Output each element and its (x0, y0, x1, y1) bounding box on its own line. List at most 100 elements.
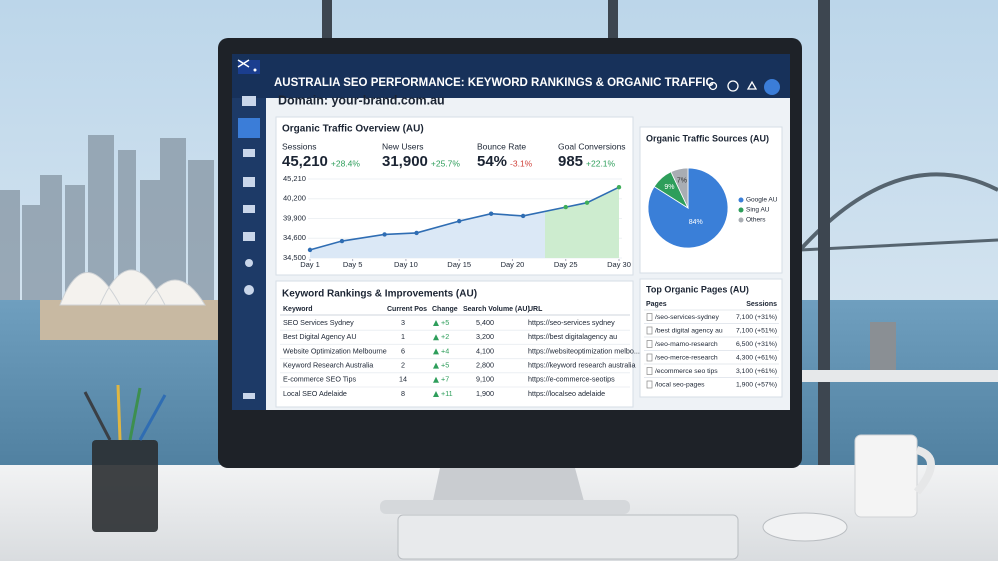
metric-label: Goal Conversions (558, 141, 626, 151)
table-cell: 1 (401, 332, 405, 341)
table-header: Pages (646, 301, 667, 308)
table-cell: 8 (401, 389, 405, 398)
table-cell: 3 (401, 318, 405, 327)
metric-value: 985 (558, 153, 583, 170)
table-cell: +5 (441, 318, 449, 327)
table-header: Change (432, 306, 458, 313)
header-bar (232, 54, 790, 98)
metric-change: -3.1% (510, 158, 533, 168)
data-point (488, 211, 494, 216)
page-sessions: 7,100 (+51%) (736, 327, 777, 334)
up-arrow (433, 391, 439, 397)
y-axis-label: 40,200 (283, 194, 306, 203)
metric-value: 45,210 (282, 153, 328, 170)
x-tick-label: Day 15 (447, 260, 471, 269)
y-axis-label: 45,210 (283, 174, 306, 183)
legend-label: Sing AU (746, 207, 770, 214)
skyline (0, 135, 214, 310)
table-cell: +4 (441, 346, 449, 355)
table-cell: E-commerce SEO Tips (283, 375, 356, 384)
table-cell: 14 (399, 375, 407, 384)
page-path: /seo-merce-research (655, 354, 718, 361)
table-cell: +7 (441, 375, 449, 384)
mouse (762, 512, 848, 542)
y-axis-label: 34,500 (283, 253, 306, 262)
page-sessions: 1,900 (+57%) (736, 381, 777, 388)
table-cell: 3,200 (476, 332, 494, 341)
url-cell: https://localseo adelaide (528, 389, 605, 398)
table-cell: Local SEO Adelaide (283, 389, 347, 398)
table-cell: 9,100 (476, 375, 494, 384)
page-icon (646, 313, 653, 321)
panel-title: Organic Traffic Overview (AU) (282, 124, 424, 135)
pie-label: 7% (677, 178, 687, 185)
table-cell: Website Optimization Melbourne (283, 346, 387, 355)
table-cell: 6 (401, 346, 405, 355)
metric-label: Bounce Rate (477, 141, 526, 151)
url-cell: https://keyword research australia (528, 361, 635, 370)
panel-title: Top Organic Pages (AU) (646, 284, 749, 294)
pie-label: 9% (664, 184, 674, 191)
legend-swatch (738, 217, 744, 223)
sidebar[interactable] (232, 98, 266, 410)
table-header: Sessions (746, 301, 777, 308)
traffic-line (309, 186, 620, 251)
x-tick-label: Day 10 (394, 260, 418, 269)
pie-slice (670, 167, 689, 209)
table-cell: 5,400 (476, 318, 494, 327)
page-sessions: 7,100 (+31%) (736, 314, 777, 321)
x-tick-label: Day 1 (300, 260, 320, 269)
table-cell: 1,900 (476, 389, 494, 398)
table-header: URL (528, 306, 543, 313)
data-point (339, 238, 345, 244)
x-tick-label: Day 20 (501, 260, 525, 269)
line-area (310, 187, 619, 258)
metric-change: +28.4% (331, 158, 361, 168)
up-arrow (433, 320, 439, 326)
data-point (414, 230, 419, 236)
data-point (616, 184, 622, 190)
table-header: Keyword (283, 306, 313, 313)
x-tick-label: Day 25 (554, 260, 578, 269)
table-cell: SEO Services Sydney (283, 318, 354, 327)
legend-swatch (738, 207, 744, 213)
header-icons (708, 79, 780, 95)
url-cell: https://seo-services sydney (528, 318, 615, 327)
table-header: Search Volume (AU) (463, 306, 530, 313)
panel-title: Organic Traffic Sources (AU) (646, 133, 769, 143)
pens (83, 384, 167, 441)
plant-pot (870, 322, 896, 370)
header-title: AUSTRALIA SEO PERFORMANCE: KEYWORD RANKI… (274, 77, 714, 89)
table-cell: +2 (441, 332, 449, 341)
table-cell: 2 (401, 361, 405, 370)
up-arrow (433, 376, 439, 383)
line-area-highlight (545, 187, 619, 258)
page-icon (646, 326, 653, 335)
opera-house (40, 269, 220, 340)
side-desk (800, 370, 998, 382)
metric-change: +25.7% (431, 158, 461, 168)
metric-change: +22.1% (586, 158, 616, 168)
legend-label: Others (746, 217, 766, 224)
y-axis-label: 39,900 (283, 213, 306, 222)
page-icon (646, 353, 653, 362)
url-cell: https://e-commerce-seotips (528, 375, 615, 384)
up-arrow (433, 348, 439, 355)
metric-label: Sessions (282, 141, 317, 151)
monitor-stand (432, 468, 585, 505)
up-arrow (433, 362, 439, 369)
table-cell: Keyword Research Australia (283, 361, 373, 370)
data-point (520, 213, 526, 219)
page-path: /seo-services-sydney (655, 314, 719, 321)
sidebar-icons[interactable] (238, 96, 260, 399)
table-cell: 4,100 (476, 346, 494, 355)
table-cell: +11 (441, 389, 453, 398)
domain: Domain: your-brand.com.au (278, 93, 445, 107)
data-point (563, 204, 568, 210)
page-path: /local seo-pages (655, 381, 705, 388)
page-path: /ecommerce seo tips (655, 368, 718, 375)
data-point (382, 232, 387, 237)
page-sessions: 3,100 (+61%) (736, 368, 777, 375)
pen-holder (92, 440, 158, 532)
